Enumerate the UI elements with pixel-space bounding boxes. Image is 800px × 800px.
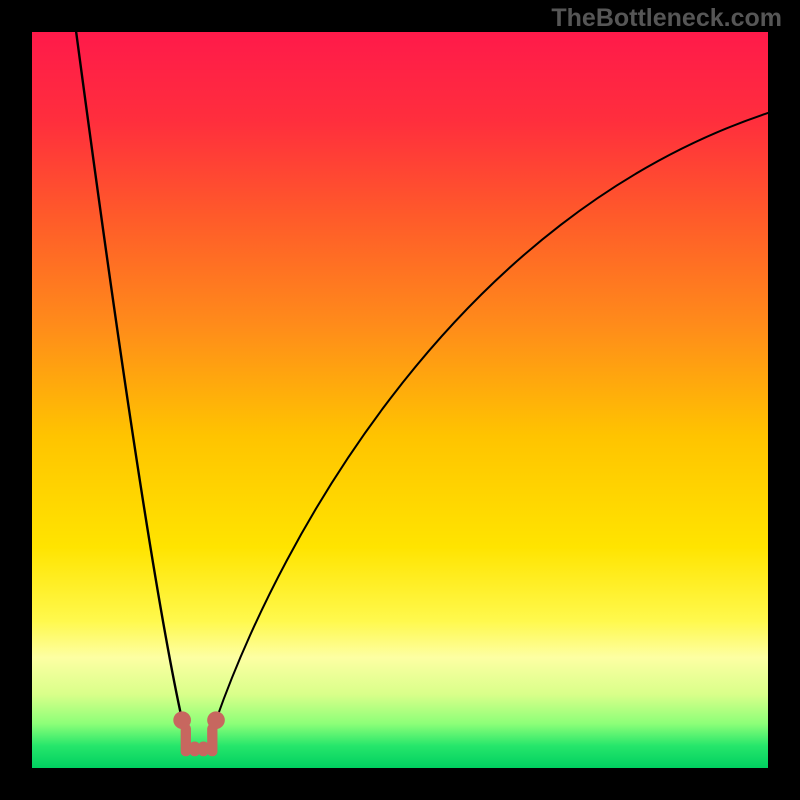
valley-dot xyxy=(173,711,191,729)
bottleneck-chart xyxy=(32,32,768,768)
valley-dot xyxy=(207,711,225,729)
gradient-background xyxy=(32,32,768,768)
watermark-label: TheBottleneck.com xyxy=(551,4,782,33)
valley-bar xyxy=(190,742,200,757)
chart-frame: TheBottleneck.com xyxy=(0,0,800,800)
valley-bar xyxy=(198,742,208,757)
